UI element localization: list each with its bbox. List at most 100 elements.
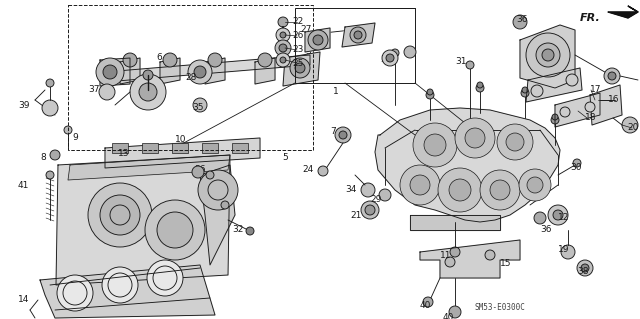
Circle shape bbox=[99, 84, 115, 100]
Polygon shape bbox=[555, 93, 600, 127]
Polygon shape bbox=[590, 85, 622, 125]
Circle shape bbox=[246, 227, 254, 235]
Circle shape bbox=[423, 297, 433, 307]
Text: 8: 8 bbox=[40, 153, 45, 162]
Text: SM53-E0300C: SM53-E0300C bbox=[475, 302, 525, 311]
Circle shape bbox=[466, 61, 474, 69]
Circle shape bbox=[513, 15, 527, 29]
Circle shape bbox=[427, 89, 433, 95]
Circle shape bbox=[313, 35, 323, 45]
Polygon shape bbox=[520, 25, 575, 88]
Polygon shape bbox=[420, 240, 520, 278]
Text: 30: 30 bbox=[570, 164, 582, 173]
Circle shape bbox=[455, 118, 495, 158]
Circle shape bbox=[279, 44, 287, 52]
Polygon shape bbox=[56, 155, 230, 285]
Circle shape bbox=[361, 183, 375, 197]
Circle shape bbox=[536, 43, 560, 67]
Circle shape bbox=[46, 79, 54, 87]
Bar bbox=[172, 143, 188, 153]
Text: 29: 29 bbox=[370, 196, 381, 204]
Circle shape bbox=[521, 89, 529, 97]
Circle shape bbox=[410, 175, 430, 195]
Text: 39: 39 bbox=[18, 100, 29, 109]
Circle shape bbox=[276, 53, 290, 67]
Circle shape bbox=[163, 53, 177, 67]
Polygon shape bbox=[120, 58, 140, 84]
Text: 5: 5 bbox=[282, 153, 288, 162]
Circle shape bbox=[221, 201, 229, 209]
Circle shape bbox=[64, 126, 72, 134]
Circle shape bbox=[193, 98, 207, 112]
Text: 18: 18 bbox=[585, 114, 596, 122]
Text: 38: 38 bbox=[577, 268, 589, 277]
Circle shape bbox=[404, 46, 416, 58]
Circle shape bbox=[275, 40, 291, 56]
Text: 26: 26 bbox=[292, 32, 303, 41]
Circle shape bbox=[88, 183, 152, 247]
Text: 24: 24 bbox=[302, 166, 313, 174]
Circle shape bbox=[573, 159, 581, 167]
Circle shape bbox=[426, 91, 434, 99]
Circle shape bbox=[450, 247, 460, 257]
Circle shape bbox=[560, 107, 570, 117]
Circle shape bbox=[476, 84, 484, 92]
Text: 4: 4 bbox=[408, 48, 413, 56]
Circle shape bbox=[258, 53, 272, 67]
Circle shape bbox=[497, 124, 533, 160]
Circle shape bbox=[622, 117, 638, 133]
Bar bbox=[68, 5, 313, 150]
Circle shape bbox=[57, 275, 93, 311]
Circle shape bbox=[123, 53, 137, 67]
Circle shape bbox=[278, 17, 288, 27]
Circle shape bbox=[188, 60, 212, 84]
Polygon shape bbox=[105, 55, 310, 82]
Text: 20: 20 bbox=[627, 123, 638, 132]
Circle shape bbox=[534, 212, 546, 224]
Circle shape bbox=[391, 49, 399, 57]
Circle shape bbox=[527, 177, 543, 193]
Bar bbox=[142, 143, 158, 153]
Circle shape bbox=[477, 82, 483, 88]
Circle shape bbox=[519, 169, 551, 201]
Circle shape bbox=[280, 32, 286, 38]
Circle shape bbox=[157, 212, 193, 248]
Circle shape bbox=[198, 170, 238, 210]
Bar bbox=[202, 143, 218, 153]
Text: 36: 36 bbox=[516, 16, 527, 25]
Text: 13: 13 bbox=[118, 149, 129, 158]
Circle shape bbox=[553, 210, 563, 220]
Polygon shape bbox=[375, 108, 560, 222]
Circle shape bbox=[438, 168, 482, 212]
Circle shape bbox=[103, 65, 117, 79]
Circle shape bbox=[206, 171, 214, 179]
Text: 41: 41 bbox=[18, 181, 29, 189]
Text: 21: 21 bbox=[350, 211, 362, 219]
Circle shape bbox=[295, 63, 305, 73]
Circle shape bbox=[318, 166, 328, 176]
Circle shape bbox=[208, 53, 222, 67]
Text: 3: 3 bbox=[305, 48, 311, 56]
Text: 36: 36 bbox=[194, 166, 205, 174]
Circle shape bbox=[531, 85, 543, 97]
Polygon shape bbox=[105, 138, 260, 168]
Polygon shape bbox=[100, 58, 130, 86]
Circle shape bbox=[354, 31, 362, 39]
Text: 36: 36 bbox=[540, 226, 552, 234]
Polygon shape bbox=[40, 265, 215, 318]
Circle shape bbox=[480, 170, 520, 210]
Circle shape bbox=[100, 195, 140, 235]
Circle shape bbox=[46, 171, 54, 179]
Circle shape bbox=[102, 267, 138, 303]
Text: 16: 16 bbox=[608, 95, 620, 105]
Polygon shape bbox=[68, 155, 230, 180]
Text: 31: 31 bbox=[455, 57, 467, 66]
Circle shape bbox=[577, 260, 593, 276]
Text: 12: 12 bbox=[558, 213, 570, 222]
Circle shape bbox=[566, 74, 578, 86]
Text: 37: 37 bbox=[88, 85, 99, 94]
Circle shape bbox=[335, 127, 351, 143]
Text: 40: 40 bbox=[443, 314, 454, 319]
Circle shape bbox=[585, 102, 595, 112]
Polygon shape bbox=[342, 23, 375, 47]
